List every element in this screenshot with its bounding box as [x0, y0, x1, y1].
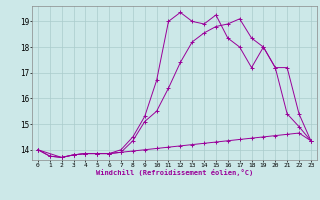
- X-axis label: Windchill (Refroidissement éolien,°C): Windchill (Refroidissement éolien,°C): [96, 169, 253, 176]
